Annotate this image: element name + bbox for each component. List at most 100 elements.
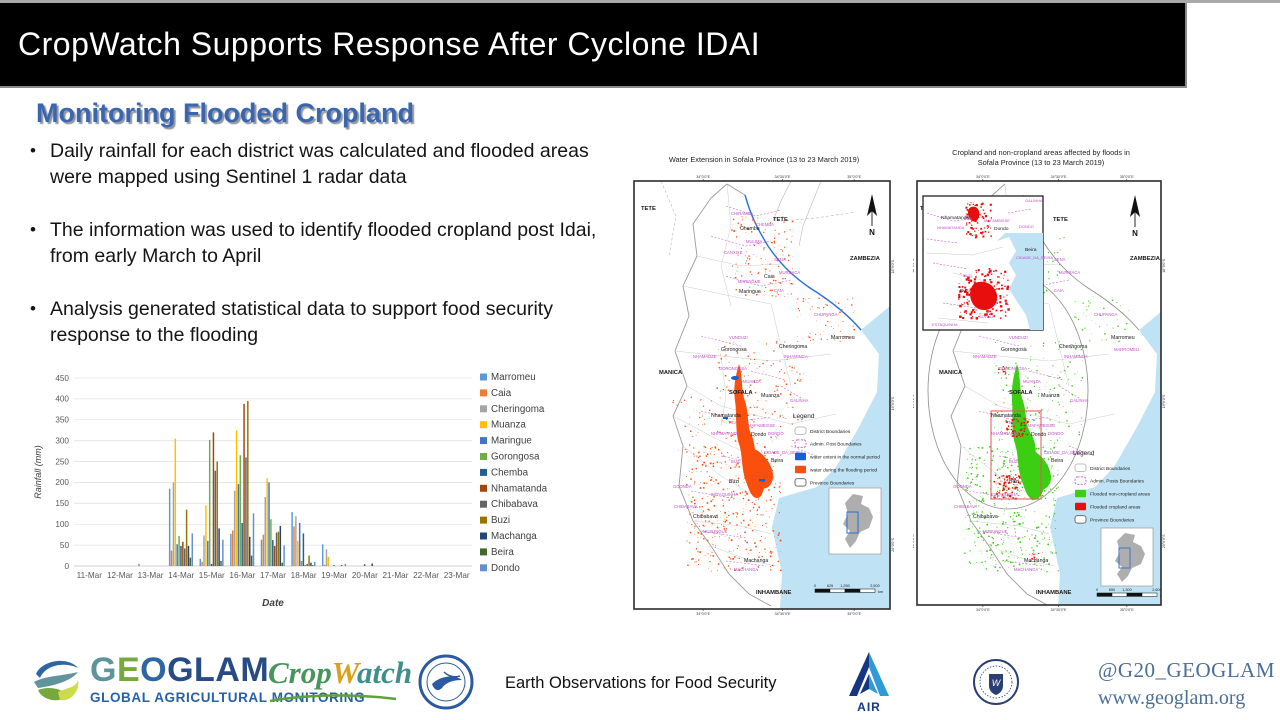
flood-pixel — [1034, 563, 1036, 565]
legend-label: Chibabava — [491, 499, 538, 510]
flood-pixel — [1004, 270, 1007, 273]
flood-pixel — [988, 535, 990, 537]
flood-pixel — [732, 512, 735, 515]
flood-pixel — [1015, 362, 1017, 364]
flood-pixel — [1017, 481, 1020, 484]
svg-text:100: 100 — [55, 520, 69, 529]
flood-pixel — [1000, 377, 1002, 379]
flood-pixel — [1033, 487, 1035, 488]
map-label: Chibabava — [693, 514, 718, 520]
flood-pixel — [753, 352, 755, 354]
flood-pixel — [777, 534, 780, 536]
flood-pixel — [987, 557, 988, 559]
flood-pixel — [1050, 456, 1052, 458]
flood-pixel — [1046, 429, 1047, 430]
flood-pixel — [1021, 486, 1023, 489]
flood-pixel — [736, 409, 738, 412]
flood-pixel — [1084, 327, 1086, 329]
map-flooded-cropland: Cropland and non-cropland areas affected… — [911, 143, 1169, 621]
flood-pixel — [751, 219, 753, 221]
flood-pixel — [1112, 327, 1114, 329]
flood-pixel — [1046, 464, 1048, 466]
flood-pixel — [1054, 499, 1056, 501]
flood-pixel — [718, 448, 720, 451]
flood-pixel — [981, 553, 982, 554]
flood-pixel — [1078, 319, 1080, 321]
flood-pixel — [738, 557, 740, 559]
bar — [306, 563, 308, 566]
bar — [283, 545, 285, 566]
flood-pixel — [770, 496, 772, 498]
flood-pixel — [755, 545, 757, 548]
flood-pixel — [742, 381, 743, 382]
flood-pixel — [1014, 380, 1016, 382]
flood-pixel — [998, 372, 999, 374]
flood-pixel — [754, 363, 756, 364]
flood-pixel — [802, 338, 804, 340]
flood-pixel — [758, 556, 760, 558]
flood-pixel — [807, 302, 809, 304]
flood-pixel — [730, 467, 731, 469]
bar — [275, 532, 278, 566]
legend-label: Maringue — [491, 436, 532, 447]
map-label: INHAMINGA — [1064, 354, 1088, 359]
flood-pixel — [979, 214, 981, 216]
legend-label: Flooded non-cropland areas — [1090, 492, 1151, 498]
flood-pixel — [1004, 311, 1007, 313]
flood-pixel — [796, 371, 798, 373]
flood-pixel — [1053, 497, 1055, 499]
flood-pixel — [691, 468, 693, 470]
legend-label: District Boundaries — [810, 429, 851, 435]
flood-pixel — [697, 551, 699, 553]
flood-pixel — [746, 251, 748, 252]
flood-pixel — [969, 279, 973, 283]
flood-pixel — [1004, 456, 1007, 458]
flood-pixel — [1005, 521, 1007, 524]
flood-pixel — [1012, 561, 1014, 563]
flood-pixel — [1057, 270, 1059, 272]
flood-pixel — [975, 269, 977, 272]
flood-pixel — [699, 416, 701, 418]
flood-pixel — [1051, 552, 1053, 554]
flood-pixel — [672, 401, 674, 403]
flood-pixel — [1071, 344, 1073, 345]
flood-pixel — [1066, 390, 1068, 391]
flood-pixel — [1014, 430, 1016, 432]
flood-pixel — [989, 446, 991, 448]
flood-pixel — [723, 503, 724, 505]
flood-pixel — [993, 496, 995, 498]
flood-pixel — [758, 506, 760, 509]
flood-pixel — [693, 409, 694, 410]
flood-pixel — [973, 311, 976, 313]
flood-pixel — [1051, 465, 1053, 467]
flood-pixel — [738, 466, 741, 468]
flood-pixel — [777, 294, 779, 296]
flood-pixel — [1027, 377, 1029, 379]
flood-pixel — [749, 519, 751, 521]
flood-pixel — [994, 436, 995, 437]
flood-pixel — [771, 476, 774, 479]
flood-pixel — [712, 499, 714, 501]
flood-pixel — [1003, 296, 1005, 298]
flood-pixel — [763, 472, 765, 475]
flood-pixel — [787, 293, 789, 295]
flood-pixel — [999, 566, 1001, 569]
flood-pixel — [998, 483, 1001, 485]
flood-pixel — [1034, 413, 1037, 415]
flood-pixel — [754, 388, 755, 389]
flood-pixel — [703, 538, 705, 540]
flood-pixel — [730, 539, 733, 541]
flood-pixel — [971, 462, 973, 465]
flood-pixel — [1082, 302, 1084, 304]
legend-swatch — [480, 468, 487, 476]
flood-pixel — [737, 222, 739, 224]
bar — [241, 522, 243, 566]
flood-pixel — [997, 400, 999, 402]
flood-pixel — [1007, 475, 1009, 477]
flood-pixel — [694, 525, 696, 527]
flood-pixel — [1034, 553, 1036, 555]
flood-pixel — [810, 340, 812, 341]
flood-pixel — [724, 461, 727, 463]
map-label: TICA — [728, 420, 738, 425]
bar — [180, 545, 182, 566]
